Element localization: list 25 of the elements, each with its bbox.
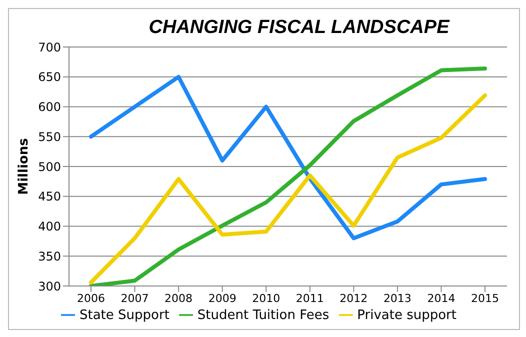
line-series: [89, 74, 487, 240]
x-tick-label: 2015: [471, 292, 499, 305]
x-tick-label: 2007: [120, 292, 149, 305]
y-axis-title: Millions: [16, 138, 32, 195]
y-tick-label: 550: [38, 130, 61, 144]
legend-label: State Support: [79, 308, 170, 323]
x-tick-label: 2010: [252, 292, 280, 305]
x-tick-label: 2009: [208, 292, 236, 305]
legend-label: Student Tuition Fees: [197, 308, 330, 323]
y-tick-label: 400: [38, 220, 61, 234]
y-tick-label: 450: [38, 190, 61, 204]
y-tick-label: 350: [38, 249, 61, 264]
y-tick-label: 500: [38, 160, 61, 174]
y-tick-label: 700: [38, 40, 61, 54]
legend-label: Private support: [357, 308, 456, 323]
x-tick-label: 2012: [340, 292, 368, 305]
y-tick-label: 300: [38, 279, 61, 294]
y-tick-label: 600: [38, 100, 61, 114]
x-tick-label: 2008: [164, 292, 193, 305]
x-tick-label: 2011: [296, 292, 324, 305]
x-tick-label: 2014: [427, 292, 456, 305]
chart-title: CHANGING FISCAL LANDSCAPE: [148, 17, 451, 39]
x-tick-label: 2006: [77, 292, 105, 305]
x-tick-label: 2013: [383, 292, 412, 305]
y-tick-label: 650: [38, 70, 61, 84]
